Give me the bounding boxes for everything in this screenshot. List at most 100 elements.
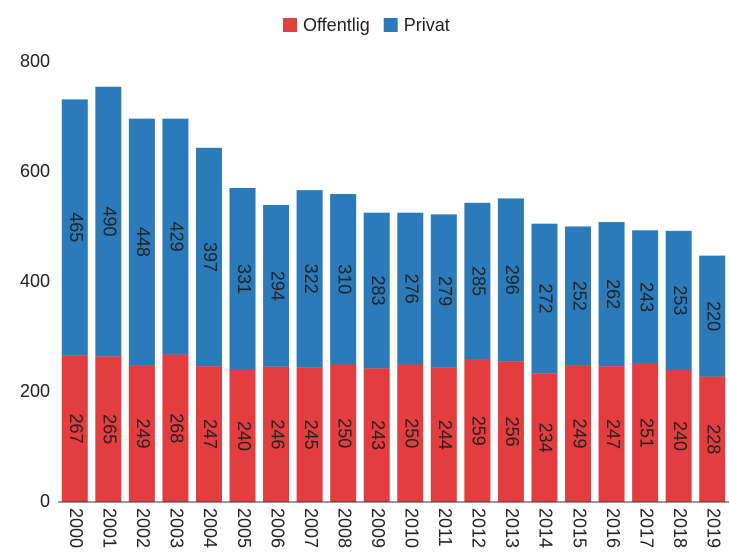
x-tick-label: 2012 <box>469 508 489 548</box>
x-tick-label: 2016 <box>603 508 623 548</box>
bar-segment <box>632 230 659 364</box>
bar-segment <box>531 373 558 502</box>
legend-swatch <box>383 18 398 32</box>
bar-segment <box>464 202 491 360</box>
value-label: 256 <box>502 417 522 447</box>
value-label: 240 <box>234 421 254 451</box>
x-tick-label: 2003 <box>167 508 187 548</box>
bar-segment <box>665 370 692 502</box>
bar-segment <box>95 86 122 357</box>
bar-segment <box>128 118 155 366</box>
bar-segment <box>464 359 491 502</box>
value-label: 253 <box>670 285 690 315</box>
value-label: 220 <box>703 301 723 331</box>
x-tick-label: 2017 <box>636 508 656 548</box>
bar-segment <box>128 365 155 502</box>
bar-segment <box>263 205 290 367</box>
y-tick-label: 800 <box>20 51 50 71</box>
value-label: 234 <box>536 423 556 453</box>
bar-segment <box>263 366 290 502</box>
x-tick-label: 2018 <box>670 508 690 548</box>
bar-segment <box>229 187 256 370</box>
value-label: 228 <box>703 424 723 454</box>
bar-segment <box>397 212 424 365</box>
bar-segment <box>497 198 524 362</box>
bar-segment <box>296 367 323 502</box>
bar-segment <box>430 214 457 368</box>
x-tick-label: 2010 <box>402 508 422 548</box>
bar-segment <box>665 230 692 370</box>
value-label: 262 <box>603 279 623 309</box>
bar-segment <box>330 364 357 502</box>
value-label: 240 <box>670 421 690 451</box>
bar-segment <box>632 363 659 502</box>
x-tick-label: 2005 <box>234 508 254 548</box>
bar-segment <box>195 366 222 502</box>
y-tick-label: 0 <box>40 491 50 511</box>
bar-segment <box>363 212 390 369</box>
value-label: 397 <box>200 242 220 272</box>
value-label: 296 <box>502 265 522 295</box>
value-label: 267 <box>66 414 86 444</box>
value-label: 243 <box>368 420 388 450</box>
value-label: 272 <box>536 283 556 313</box>
x-tick-label: 2009 <box>368 508 388 548</box>
value-label: 285 <box>469 266 489 296</box>
x-tick-label: 2002 <box>133 508 153 548</box>
x-tick-label: 2013 <box>502 508 522 548</box>
value-label: 249 <box>133 419 153 449</box>
value-label: 250 <box>402 418 422 448</box>
bar-segment <box>699 255 726 377</box>
value-label: 294 <box>267 271 287 301</box>
bar-segment <box>531 223 558 374</box>
bar-segment <box>598 222 625 367</box>
value-label: 490 <box>100 206 120 236</box>
value-label: 250 <box>334 418 354 448</box>
value-label: 245 <box>301 420 321 450</box>
value-label: 448 <box>133 227 153 257</box>
value-label: 252 <box>569 281 589 311</box>
value-label: 268 <box>167 413 187 443</box>
y-tick-label: 200 <box>20 381 50 401</box>
bar-segment <box>95 356 122 502</box>
x-tick-label: 2019 <box>703 508 723 548</box>
x-tick-label: 2015 <box>569 508 589 548</box>
bar-segment <box>195 147 222 367</box>
x-tick-label: 2004 <box>200 508 220 548</box>
value-label: 276 <box>402 274 422 304</box>
bar-segment <box>397 364 424 502</box>
bar-segment <box>699 376 726 502</box>
value-label: 247 <box>200 419 220 449</box>
legend-swatch <box>283 18 297 32</box>
x-tick-label: 2014 <box>536 508 556 548</box>
bar-segment <box>565 365 592 502</box>
value-label: 322 <box>301 264 321 294</box>
value-label: 259 <box>469 416 489 446</box>
value-label: 279 <box>435 276 455 306</box>
value-label: 246 <box>267 419 287 449</box>
bar-segment <box>61 355 88 502</box>
y-tick-label: 400 <box>20 271 50 291</box>
value-label: 251 <box>636 418 656 448</box>
value-label: 331 <box>234 264 254 294</box>
x-tick-label: 2008 <box>334 508 354 548</box>
x-tick-label: 2006 <box>267 508 287 548</box>
bar-segment <box>162 354 189 502</box>
value-label: 244 <box>435 420 455 450</box>
bar-segment <box>330 194 357 365</box>
value-label: 249 <box>569 419 589 449</box>
bar-segment <box>430 367 457 502</box>
bar-segment <box>229 370 256 502</box>
value-label: 429 <box>167 222 187 252</box>
legend-label: Offentlig <box>303 15 370 35</box>
x-tick-label: 2000 <box>66 508 86 548</box>
bar-segment <box>296 190 323 368</box>
bar-segment <box>565 226 592 366</box>
legend-label: Privat <box>404 15 450 35</box>
value-label: 283 <box>368 276 388 306</box>
y-tick-label: 600 <box>20 161 50 181</box>
value-label: 265 <box>100 414 120 444</box>
bar-segment <box>363 368 390 502</box>
bar-segment <box>61 99 88 356</box>
